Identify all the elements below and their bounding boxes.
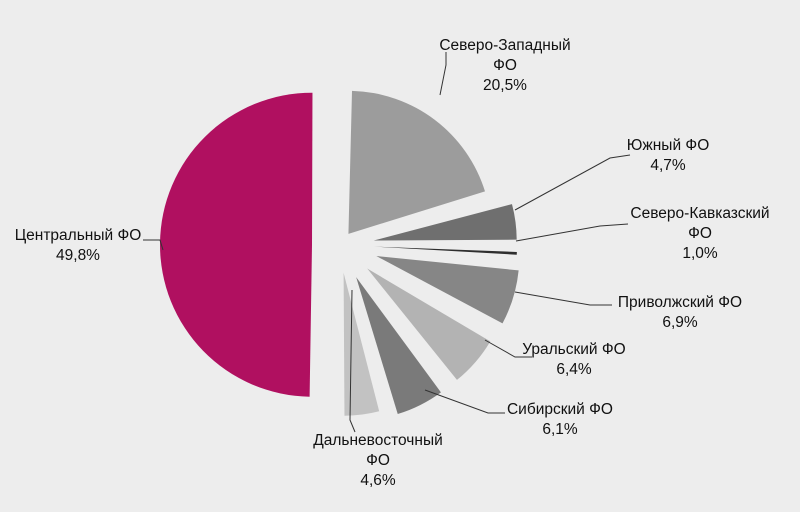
pie-slice [343,272,380,416]
slice-label: Сибирский ФО 6,1% [507,401,613,438]
leader-line [514,154,631,211]
slice-label: Уральский ФО 6,4% [522,341,626,378]
leader-line [143,239,164,251]
slice-label: Дальневосточный ФО 4,6% [313,432,443,489]
pie-slice [376,256,519,324]
pie-slice [356,277,441,414]
leader-lines [143,52,631,433]
pie-slice [373,246,517,255]
leader-line [515,223,629,242]
leader-line [439,52,447,96]
slice-label: Приволжский ФО 6,9% [618,294,742,331]
leader-line [424,389,505,414]
slice-label: Центральный ФО 49,8% [15,227,142,264]
pie-slice [160,92,313,397]
leader-line [349,289,356,433]
slice-labels: Центральный ФО 49,8% Северо-Западный ФО 20,5… [15,37,770,489]
slice-label: Северо-Западный ФО 20,5% [439,37,570,94]
pie-slices [160,90,519,416]
pie-slice [348,90,485,234]
pie-slice [373,204,517,241]
leader-line [484,339,532,358]
slice-label: Северо-Кавказский ФО 1,0% [630,205,769,262]
slice-label: Южный ФО 4,7% [627,137,710,174]
leader-line [514,291,612,306]
pie-slice [367,268,491,380]
